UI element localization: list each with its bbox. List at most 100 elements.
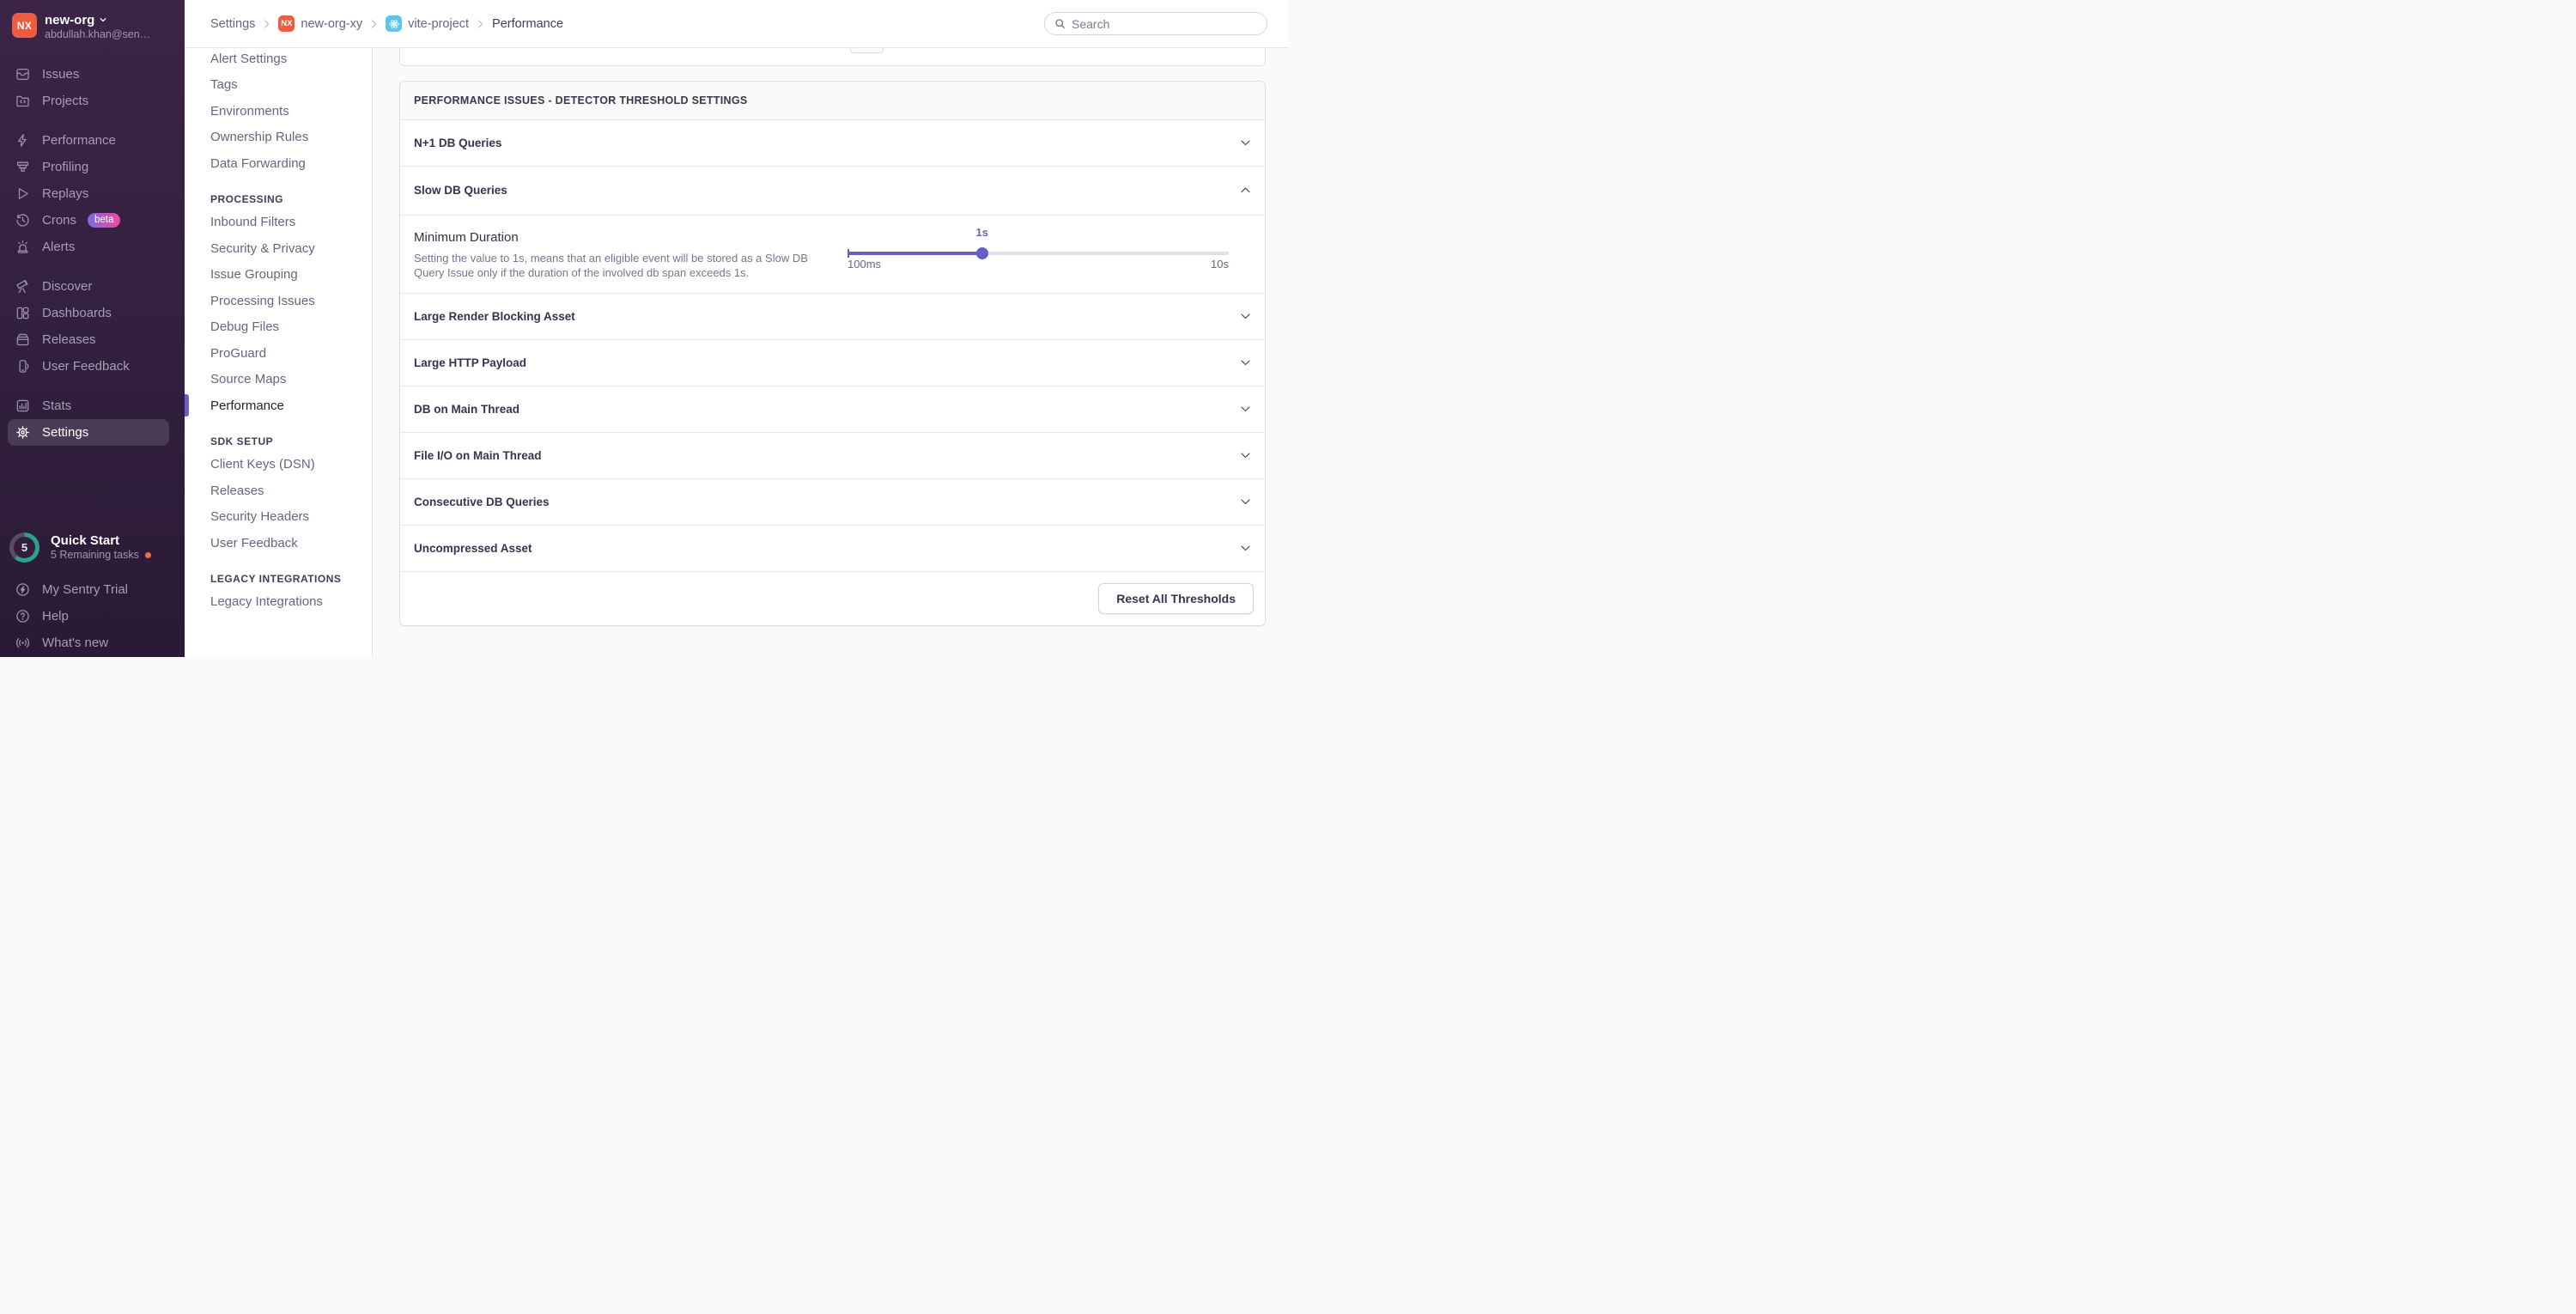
settings-nav-ownership-rules[interactable]: Ownership Rules [210, 130, 309, 145]
settings-nav-releases[interactable]: Releases [210, 483, 264, 498]
panel-footer: Reset All Thresholds [400, 572, 1265, 625]
quick-start-progress-ring: 5 [9, 532, 39, 563]
detector-row-large-render-blocking-asset[interactable]: Large Render Blocking Asset [400, 293, 1265, 340]
sidebar-item-label: Releases [42, 332, 96, 347]
sidebar-item-replays[interactable]: Replays [0, 180, 185, 207]
sidebar-item-label: Projects [42, 94, 89, 108]
panel-title: PERFORMANCE ISSUES - DETECTOR THRESHOLD … [414, 94, 748, 106]
alerts-icon [15, 240, 30, 254]
sidebar-item-profiling[interactable]: Profiling [0, 154, 185, 180]
chevron-down-icon [1240, 450, 1251, 461]
setting-description: Setting the value to 1s, means that an e… [414, 251, 808, 280]
chevron-down-icon [1240, 311, 1251, 322]
search-input[interactable] [1072, 16, 1258, 31]
settings-icon [15, 425, 30, 440]
releases-icon [15, 332, 30, 347]
settings-nav-environments[interactable]: Environments [210, 103, 289, 119]
detector-row-file-io-on-main-thread[interactable]: File I/O on Main Thread [400, 432, 1265, 479]
sidebar-item-performance[interactable]: Performance [0, 127, 185, 154]
sidebar-item-label: Crons [42, 213, 77, 228]
settings-nav-heading-legacy-integrations: LEGACY INTEGRATIONS [210, 572, 342, 585]
chevron-down-icon [1240, 137, 1251, 149]
projects-icon [15, 94, 30, 108]
detector-row-slow-db-queries[interactable]: Slow DB Queries [400, 166, 1265, 216]
detector-threshold-panel: PERFORMANCE ISSUES - DETECTOR THRESHOLD … [399, 81, 1266, 626]
search-box[interactable] [1044, 12, 1267, 35]
breadcrumb: Settings NX new-org-xy vite-project Perf… [210, 15, 563, 32]
chevron-down-icon [1240, 543, 1251, 554]
breadcrumb-current-page: Performance [492, 16, 564, 31]
sidebar-item-crons[interactable]: Crons beta [0, 207, 185, 234]
org-chip: NX [278, 15, 295, 32]
sidebar-bottom: 5 Quick Start 5 Remaining tasks My Sentr… [0, 532, 185, 657]
sidebar-item-label: My Sentry Trial [42, 582, 129, 597]
sidebar-item-my-sentry-trial[interactable]: My Sentry Trial [0, 576, 185, 603]
sidebar-item-label: Discover [42, 279, 93, 294]
chevron-up-icon [1240, 185, 1251, 196]
detector-row-consecutive-db-queries[interactable]: Consecutive DB Queries [400, 478, 1265, 526]
org-name: new-org [45, 13, 95, 27]
settings-nav-processing-issues[interactable]: Processing Issues [210, 293, 315, 308]
detector-row-n-plus-one-db-queries[interactable]: N+1 DB Queries [400, 119, 1265, 167]
discover-icon [15, 279, 30, 294]
sidebar-item-label: Help [42, 609, 69, 624]
sidebar-item-releases[interactable]: Releases [0, 326, 185, 353]
settings-nav-data-forwarding[interactable]: Data Forwarding [210, 155, 306, 171]
settings-nav-source-maps[interactable]: Source Maps [210, 372, 287, 387]
chevron-down-icon [1240, 496, 1251, 508]
settings-nav-legacy-integrations[interactable]: Legacy Integrations [210, 594, 323, 610]
breadcrumb-organization[interactable]: NX new-org-xy [278, 15, 362, 32]
sidebar-item-label: Performance [42, 133, 116, 148]
primary-nav: Issues Projects Performance Profiling [0, 61, 185, 459]
sidebar-item-issues[interactable]: Issues [0, 61, 185, 88]
sidebar-item-discover[interactable]: Discover [0, 273, 185, 300]
chevron-down-icon [99, 13, 107, 27]
dashboards-icon [15, 306, 30, 320]
slider-track[interactable] [848, 248, 1229, 258]
sidebar-item-projects[interactable]: Projects [0, 88, 185, 114]
partial-input-box[interactable] [850, 48, 884, 53]
sidebar-item-label: Dashboards [42, 306, 112, 320]
quick-start[interactable]: 5 Quick Start 5 Remaining tasks [0, 532, 185, 563]
sidebar-item-alerts[interactable]: Alerts [0, 234, 185, 260]
sidebar-item-help[interactable]: Help [0, 603, 185, 630]
sidebar-item-label: Alerts [42, 240, 76, 254]
sidebar-item-user-feedback[interactable]: User Feedback [0, 353, 185, 380]
slider-min-label: 100ms [848, 257, 882, 271]
sidebar-item-stats[interactable]: Stats [0, 392, 185, 419]
detector-row-uncompressed-asset[interactable]: Uncompressed Asset [400, 525, 1265, 572]
scrolled-card-partial [399, 48, 1266, 66]
slider-value-label: 1s [975, 225, 988, 239]
reset-all-thresholds-button[interactable]: Reset All Thresholds [1098, 582, 1254, 614]
settings-nav-tags[interactable]: Tags [210, 77, 238, 93]
detector-row-large-http-payload[interactable]: Large HTTP Payload [400, 339, 1265, 386]
slider-handle[interactable] [975, 246, 988, 259]
sidebar-item-label: Settings [42, 425, 89, 440]
sidebar-item-dashboards[interactable]: Dashboards [0, 300, 185, 326]
settings-nav-alert-settings[interactable]: Alert Settings [210, 51, 288, 66]
settings-nav-debug-files[interactable]: Debug Files [210, 319, 280, 335]
panel-header: PERFORMANCE ISSUES - DETECTOR THRESHOLD … [400, 82, 1265, 120]
sidebar-item-whats-new[interactable]: What's new [0, 630, 185, 656]
slow-db-queries-settings: Minimum Duration Setting the value to 1s… [400, 215, 1265, 294]
detector-row-db-on-main-thread[interactable]: DB on Main Thread [400, 386, 1265, 433]
settings-nav-security-privacy[interactable]: Security & Privacy [210, 240, 315, 256]
settings-nav-issue-grouping[interactable]: Issue Grouping [210, 267, 298, 283]
settings-nav-proguard[interactable]: ProGuard [210, 345, 267, 361]
whats-new-icon [15, 636, 30, 650]
settings-nav-performance[interactable]: Performance [210, 392, 372, 419]
sidebar-item-label: User Feedback [42, 359, 130, 374]
breadcrumb-project[interactable]: vite-project [386, 15, 469, 32]
breadcrumb-settings[interactable]: Settings [210, 16, 256, 31]
sidebar-item-settings[interactable]: Settings [8, 419, 169, 446]
sidebar-item-label: What's new [42, 636, 109, 650]
settings-nav-security-headers[interactable]: Security Headers [210, 509, 310, 525]
slider-fill [848, 251, 982, 255]
org-switcher[interactable]: NX new-org abdullah.khan@sen… [0, 0, 185, 41]
settings-nav-user-feedback[interactable]: User Feedback [210, 535, 298, 551]
settings-nav-client-keys[interactable]: Client Keys (DSN) [210, 457, 315, 472]
settings-nav-heading-processing: PROCESSING [210, 192, 284, 205]
settings-nav-inbound-filters[interactable]: Inbound Filters [210, 215, 296, 230]
help-icon [15, 609, 30, 624]
org-email: abdullah.khan@sen… [45, 28, 151, 40]
